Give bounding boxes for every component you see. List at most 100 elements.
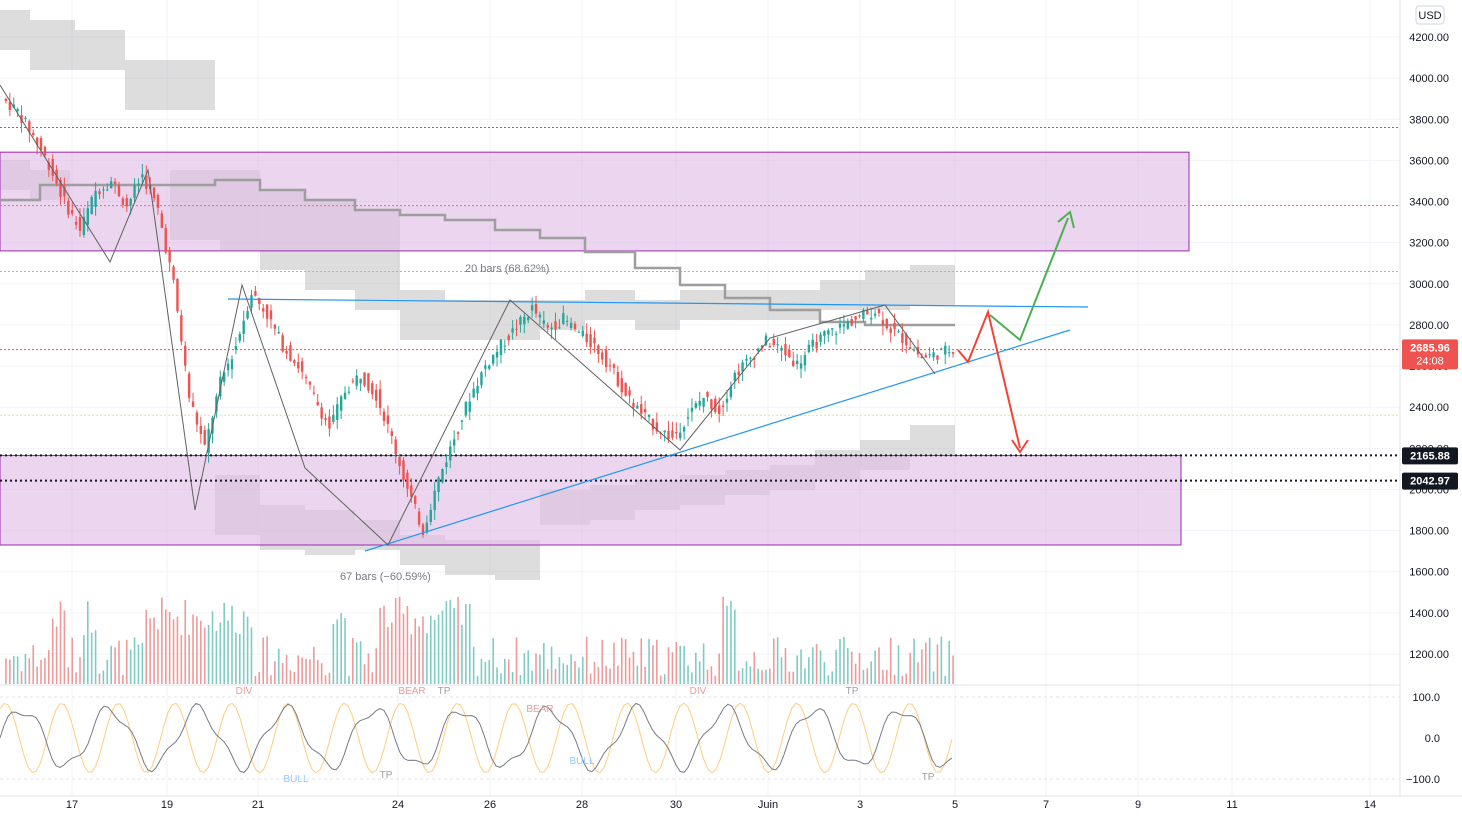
volume-bar — [808, 657, 810, 684]
candle-body — [74, 222, 78, 225]
candle-body — [332, 414, 335, 423]
volume-bar — [714, 675, 717, 684]
volume-bar — [246, 616, 249, 684]
candle-body — [445, 462, 448, 467]
volume-bar — [679, 645, 682, 684]
volume-bar — [75, 672, 77, 684]
candle-body — [628, 390, 631, 396]
volume-bar — [457, 596, 459, 684]
volume-bar — [98, 673, 101, 684]
candle-body — [277, 332, 280, 334]
volume-bar — [48, 650, 50, 684]
volume-bar — [589, 673, 592, 684]
volume-bar — [316, 660, 319, 684]
volume-bar — [55, 626, 58, 684]
candle-body — [402, 460, 405, 481]
volume-bar — [363, 664, 366, 684]
volume-bar — [59, 601, 62, 684]
oscillator-slow-line — [0, 702, 953, 774]
candle-body — [176, 278, 179, 312]
candle-body — [437, 477, 440, 493]
volume-bar — [780, 657, 783, 684]
volume-bar — [948, 640, 950, 684]
candle-body — [889, 328, 892, 333]
oscillator-signal-label: BULL — [283, 774, 308, 785]
time-axis[interactable]: 17 19 21 24 26 28 30 Juin 3 5 7 9 11 14 — [66, 799, 1376, 811]
volume-bar — [215, 630, 218, 684]
candle-body — [737, 371, 740, 376]
volume-bar — [266, 636, 268, 684]
candle-body — [16, 108, 19, 112]
price-tick-label: 1800.00 — [1409, 526, 1449, 538]
candle-body — [363, 372, 366, 386]
candle-body — [519, 317, 522, 325]
volume-bar — [835, 649, 837, 684]
volume-bar — [433, 619, 436, 684]
volume-bar — [336, 619, 339, 684]
candle-body — [67, 200, 70, 215]
volume-bar — [784, 648, 787, 684]
volume-bar — [192, 614, 194, 684]
candle-body — [745, 358, 748, 361]
candle-body — [870, 317, 873, 320]
volume-bar — [410, 634, 413, 684]
volume-bar — [698, 661, 701, 684]
candle-body — [398, 457, 401, 467]
volume-bar — [737, 670, 740, 684]
volume-bar — [823, 661, 826, 684]
volume-bar — [285, 654, 288, 684]
candle-body — [792, 360, 795, 366]
candle-body — [12, 104, 15, 108]
oscillator-tick-label: 100.0 — [1412, 692, 1440, 704]
candle-body — [698, 400, 701, 406]
volume-bar — [620, 637, 623, 684]
volume-bar — [924, 642, 927, 684]
candle-body — [951, 352, 955, 354]
candle-body — [425, 522, 429, 533]
volume-bar — [387, 626, 389, 684]
candle-body — [831, 328, 834, 330]
volume-bar — [391, 622, 393, 684]
candle-body — [530, 305, 534, 311]
volume-bar — [874, 650, 876, 684]
time-tick-label: Juin — [758, 799, 778, 811]
volume-bar — [730, 600, 732, 684]
oscillator-axis[interactable]: 100.0 0.0 −100.0 — [1406, 692, 1440, 786]
volume-bar — [79, 657, 81, 684]
candle-body — [113, 181, 117, 185]
candle-body — [109, 181, 113, 189]
volume-bar — [86, 601, 89, 684]
candle-body — [815, 341, 818, 349]
candle-body — [421, 524, 425, 535]
oscillator-signal-label: TP — [438, 686, 451, 697]
volume-bar — [161, 597, 163, 684]
volume-bar — [878, 647, 880, 684]
volume-bar — [122, 674, 124, 684]
candle-body — [632, 402, 635, 408]
volume-bar — [211, 611, 214, 684]
candle-body — [24, 117, 27, 119]
candle-body — [893, 323, 896, 330]
price-axis[interactable]: 4200.00 4000.00 3800.00 3600.00 3400.00 3200.… — [1409, 32, 1449, 661]
volume-bar — [277, 648, 280, 684]
candle-body — [499, 339, 503, 356]
candle-body — [191, 401, 195, 407]
volume-bar — [944, 675, 947, 684]
volume-bar — [480, 658, 483, 684]
candle-body — [585, 333, 588, 343]
time-tick-label: 9 — [1135, 799, 1141, 811]
price-tick-label: 3800.00 — [1409, 114, 1449, 126]
oscillator-signal-label: TP — [922, 772, 935, 783]
candle-body — [675, 431, 678, 434]
candle-body — [339, 396, 343, 411]
volume-bar — [145, 609, 148, 684]
candle-body — [788, 349, 791, 358]
candle-body — [347, 391, 351, 393]
volume-bar — [90, 632, 93, 684]
candle-body — [207, 429, 210, 453]
candle-body — [491, 354, 495, 364]
volume-bar — [355, 642, 358, 684]
currency-box[interactable] — [1415, 5, 1445, 25]
